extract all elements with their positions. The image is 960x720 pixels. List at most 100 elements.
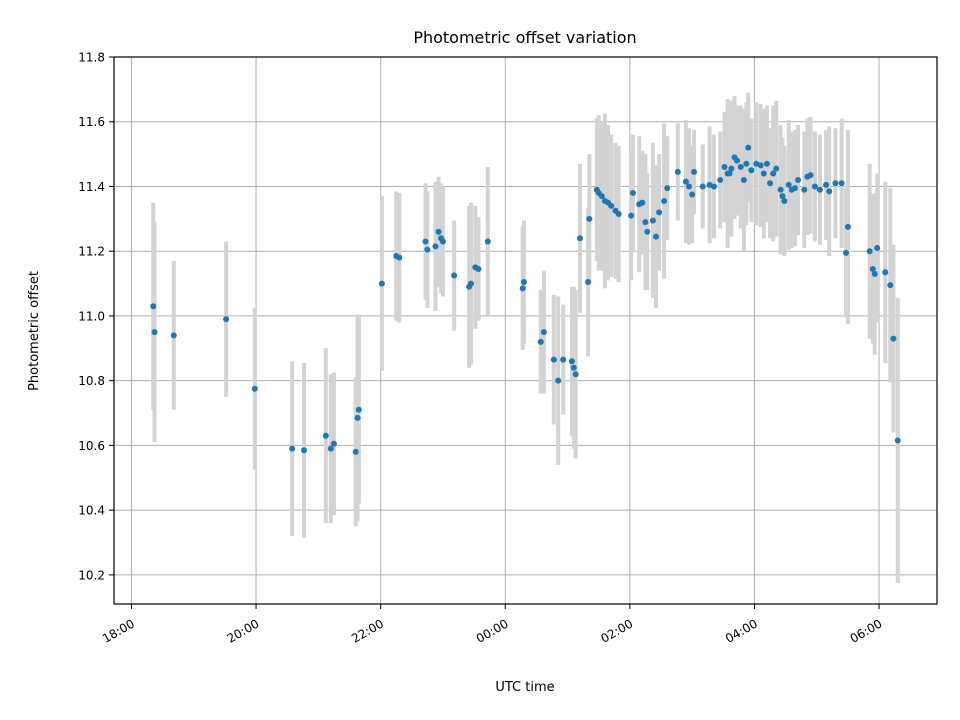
x-axis-label: UTC time xyxy=(495,680,554,695)
data-point xyxy=(777,186,784,193)
data-point xyxy=(520,278,527,285)
plot-frame xyxy=(113,56,938,605)
data-point xyxy=(555,377,562,384)
y-axis: 10.2 10.4 10.6 10.8 11.0 11.2 11.4 11.6 11.8 xyxy=(78,51,114,582)
data-point xyxy=(686,183,693,190)
chart-title: Photometric offset variation xyxy=(413,28,636,47)
data-point xyxy=(560,356,567,363)
data-point xyxy=(807,172,814,179)
data-point xyxy=(354,414,361,421)
data-point xyxy=(330,440,337,447)
data-point xyxy=(801,186,808,193)
data-point xyxy=(811,183,818,190)
data-point xyxy=(577,235,584,242)
data-point xyxy=(289,445,296,452)
data-point xyxy=(396,254,403,261)
data-point xyxy=(608,202,615,209)
data-point xyxy=(779,193,786,200)
data-point xyxy=(728,165,735,172)
data-point xyxy=(721,164,728,171)
data-point xyxy=(644,228,651,235)
data-point xyxy=(568,358,575,365)
data-point xyxy=(653,233,660,240)
data-point xyxy=(223,316,230,323)
y-tick-label: 10.4 xyxy=(78,504,105,518)
data-point xyxy=(760,170,767,177)
data-point xyxy=(838,180,845,187)
data-point xyxy=(871,270,878,277)
data-point xyxy=(785,181,792,188)
data-points xyxy=(150,144,901,455)
data-point xyxy=(615,210,622,217)
data-point xyxy=(151,329,158,336)
data-point xyxy=(773,165,780,172)
data-point xyxy=(843,249,850,256)
data-point xyxy=(586,215,593,222)
data-point xyxy=(763,160,770,167)
data-point xyxy=(737,164,744,171)
data-point xyxy=(150,303,157,310)
data-point xyxy=(745,144,752,151)
data-point xyxy=(432,243,439,250)
data-point xyxy=(424,246,431,253)
data-point xyxy=(767,180,774,187)
data-point xyxy=(170,332,177,339)
data-point xyxy=(656,209,663,216)
data-point xyxy=(467,280,474,287)
data-point xyxy=(664,185,671,192)
y-tick-label: 10.6 xyxy=(78,439,105,453)
data-point xyxy=(887,282,894,289)
data-point xyxy=(734,157,741,164)
data-point xyxy=(598,193,605,200)
data-point xyxy=(661,198,668,205)
y-tick-label: 10.8 xyxy=(78,374,105,388)
data-point xyxy=(890,335,897,342)
data-point xyxy=(378,280,385,287)
y-tick-label: 11.8 xyxy=(78,51,105,65)
data-point xyxy=(639,199,646,206)
data-point xyxy=(866,248,873,255)
data-point xyxy=(691,168,698,175)
data-point xyxy=(816,186,823,193)
data-point xyxy=(748,167,755,174)
data-point xyxy=(572,371,579,378)
data-point xyxy=(682,178,689,185)
data-point xyxy=(740,176,747,183)
data-point xyxy=(770,170,777,177)
data-point xyxy=(710,183,717,190)
data-point xyxy=(322,432,329,439)
data-point xyxy=(251,385,258,392)
data-point xyxy=(475,266,482,273)
data-point xyxy=(869,266,876,273)
data-point xyxy=(519,285,526,292)
data-point xyxy=(882,269,889,276)
data-point xyxy=(844,223,851,230)
data-point xyxy=(628,212,635,219)
data-point xyxy=(894,437,901,444)
data-point xyxy=(550,356,557,363)
data-point xyxy=(757,162,764,169)
data-point xyxy=(352,448,359,455)
data-point xyxy=(726,170,733,177)
data-point xyxy=(823,181,830,188)
data-point xyxy=(439,238,446,245)
data-point xyxy=(355,406,362,413)
y-tick-label: 11.6 xyxy=(78,115,105,129)
data-point xyxy=(649,217,656,224)
data-point xyxy=(795,176,802,183)
data-point xyxy=(674,168,681,175)
data-point xyxy=(422,238,429,245)
data-point xyxy=(301,447,308,454)
data-point xyxy=(540,329,547,336)
data-point xyxy=(537,338,544,345)
y-tick-label: 10.2 xyxy=(78,568,105,582)
data-point xyxy=(791,185,798,192)
data-point xyxy=(435,228,442,235)
data-point xyxy=(642,219,649,226)
data-point xyxy=(699,183,706,190)
data-point xyxy=(874,244,881,251)
data-point xyxy=(451,272,458,279)
data-point xyxy=(585,278,592,285)
